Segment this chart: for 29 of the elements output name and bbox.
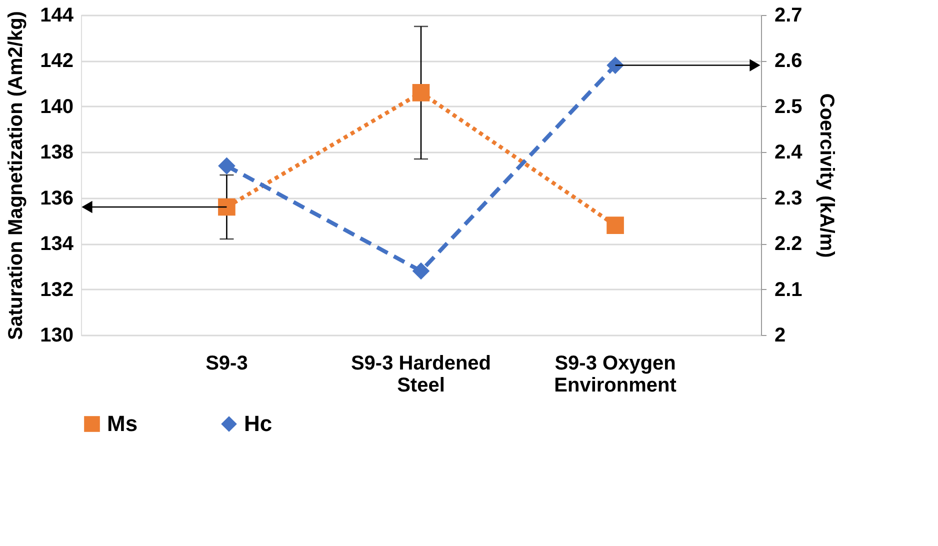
y2-tick-label: 2.7 — [774, 4, 802, 26]
point — [412, 262, 430, 280]
legend-label: Ms — [107, 411, 138, 436]
x-tick-label: S9-3 — [206, 352, 248, 374]
x-tick-label: S9-3 Hardened Steel — [350, 352, 492, 396]
y-tick-label: 144 — [40, 4, 74, 26]
point — [218, 157, 236, 175]
y-tick-label: 136 — [40, 187, 74, 210]
y-tick-label: 142 — [40, 50, 74, 72]
y-tick-label: 140 — [40, 96, 74, 118]
y2-tick-label: 2.1 — [774, 278, 802, 301]
y2-tick-label: 2 — [774, 324, 786, 346]
y2-tick-label: 2.5 — [774, 96, 802, 118]
y2-tick-label: 2.4 — [774, 142, 804, 164]
y-tick-label: 130 — [40, 324, 74, 346]
point — [606, 56, 624, 74]
y2-tick-label: 2.3 — [774, 187, 802, 210]
y-tick-label: 134 — [40, 233, 74, 256]
x-tick-label: S9-3 Oxygen Environment — [554, 352, 677, 396]
y2-tick-label: 2.2 — [774, 233, 802, 256]
point — [218, 198, 236, 216]
y-axis-title: Saturation Magnetization (Am2/kg) — [5, 11, 28, 340]
point — [412, 84, 430, 102]
y-tick-label: 138 — [40, 142, 74, 164]
point — [606, 216, 624, 234]
y2-tick-label: 2.6 — [774, 50, 802, 72]
y2-axis-title: Coercivity (kA/m) — [815, 93, 838, 258]
y-tick-label: 132 — [40, 278, 74, 301]
legend-label: Hc — [244, 411, 272, 436]
